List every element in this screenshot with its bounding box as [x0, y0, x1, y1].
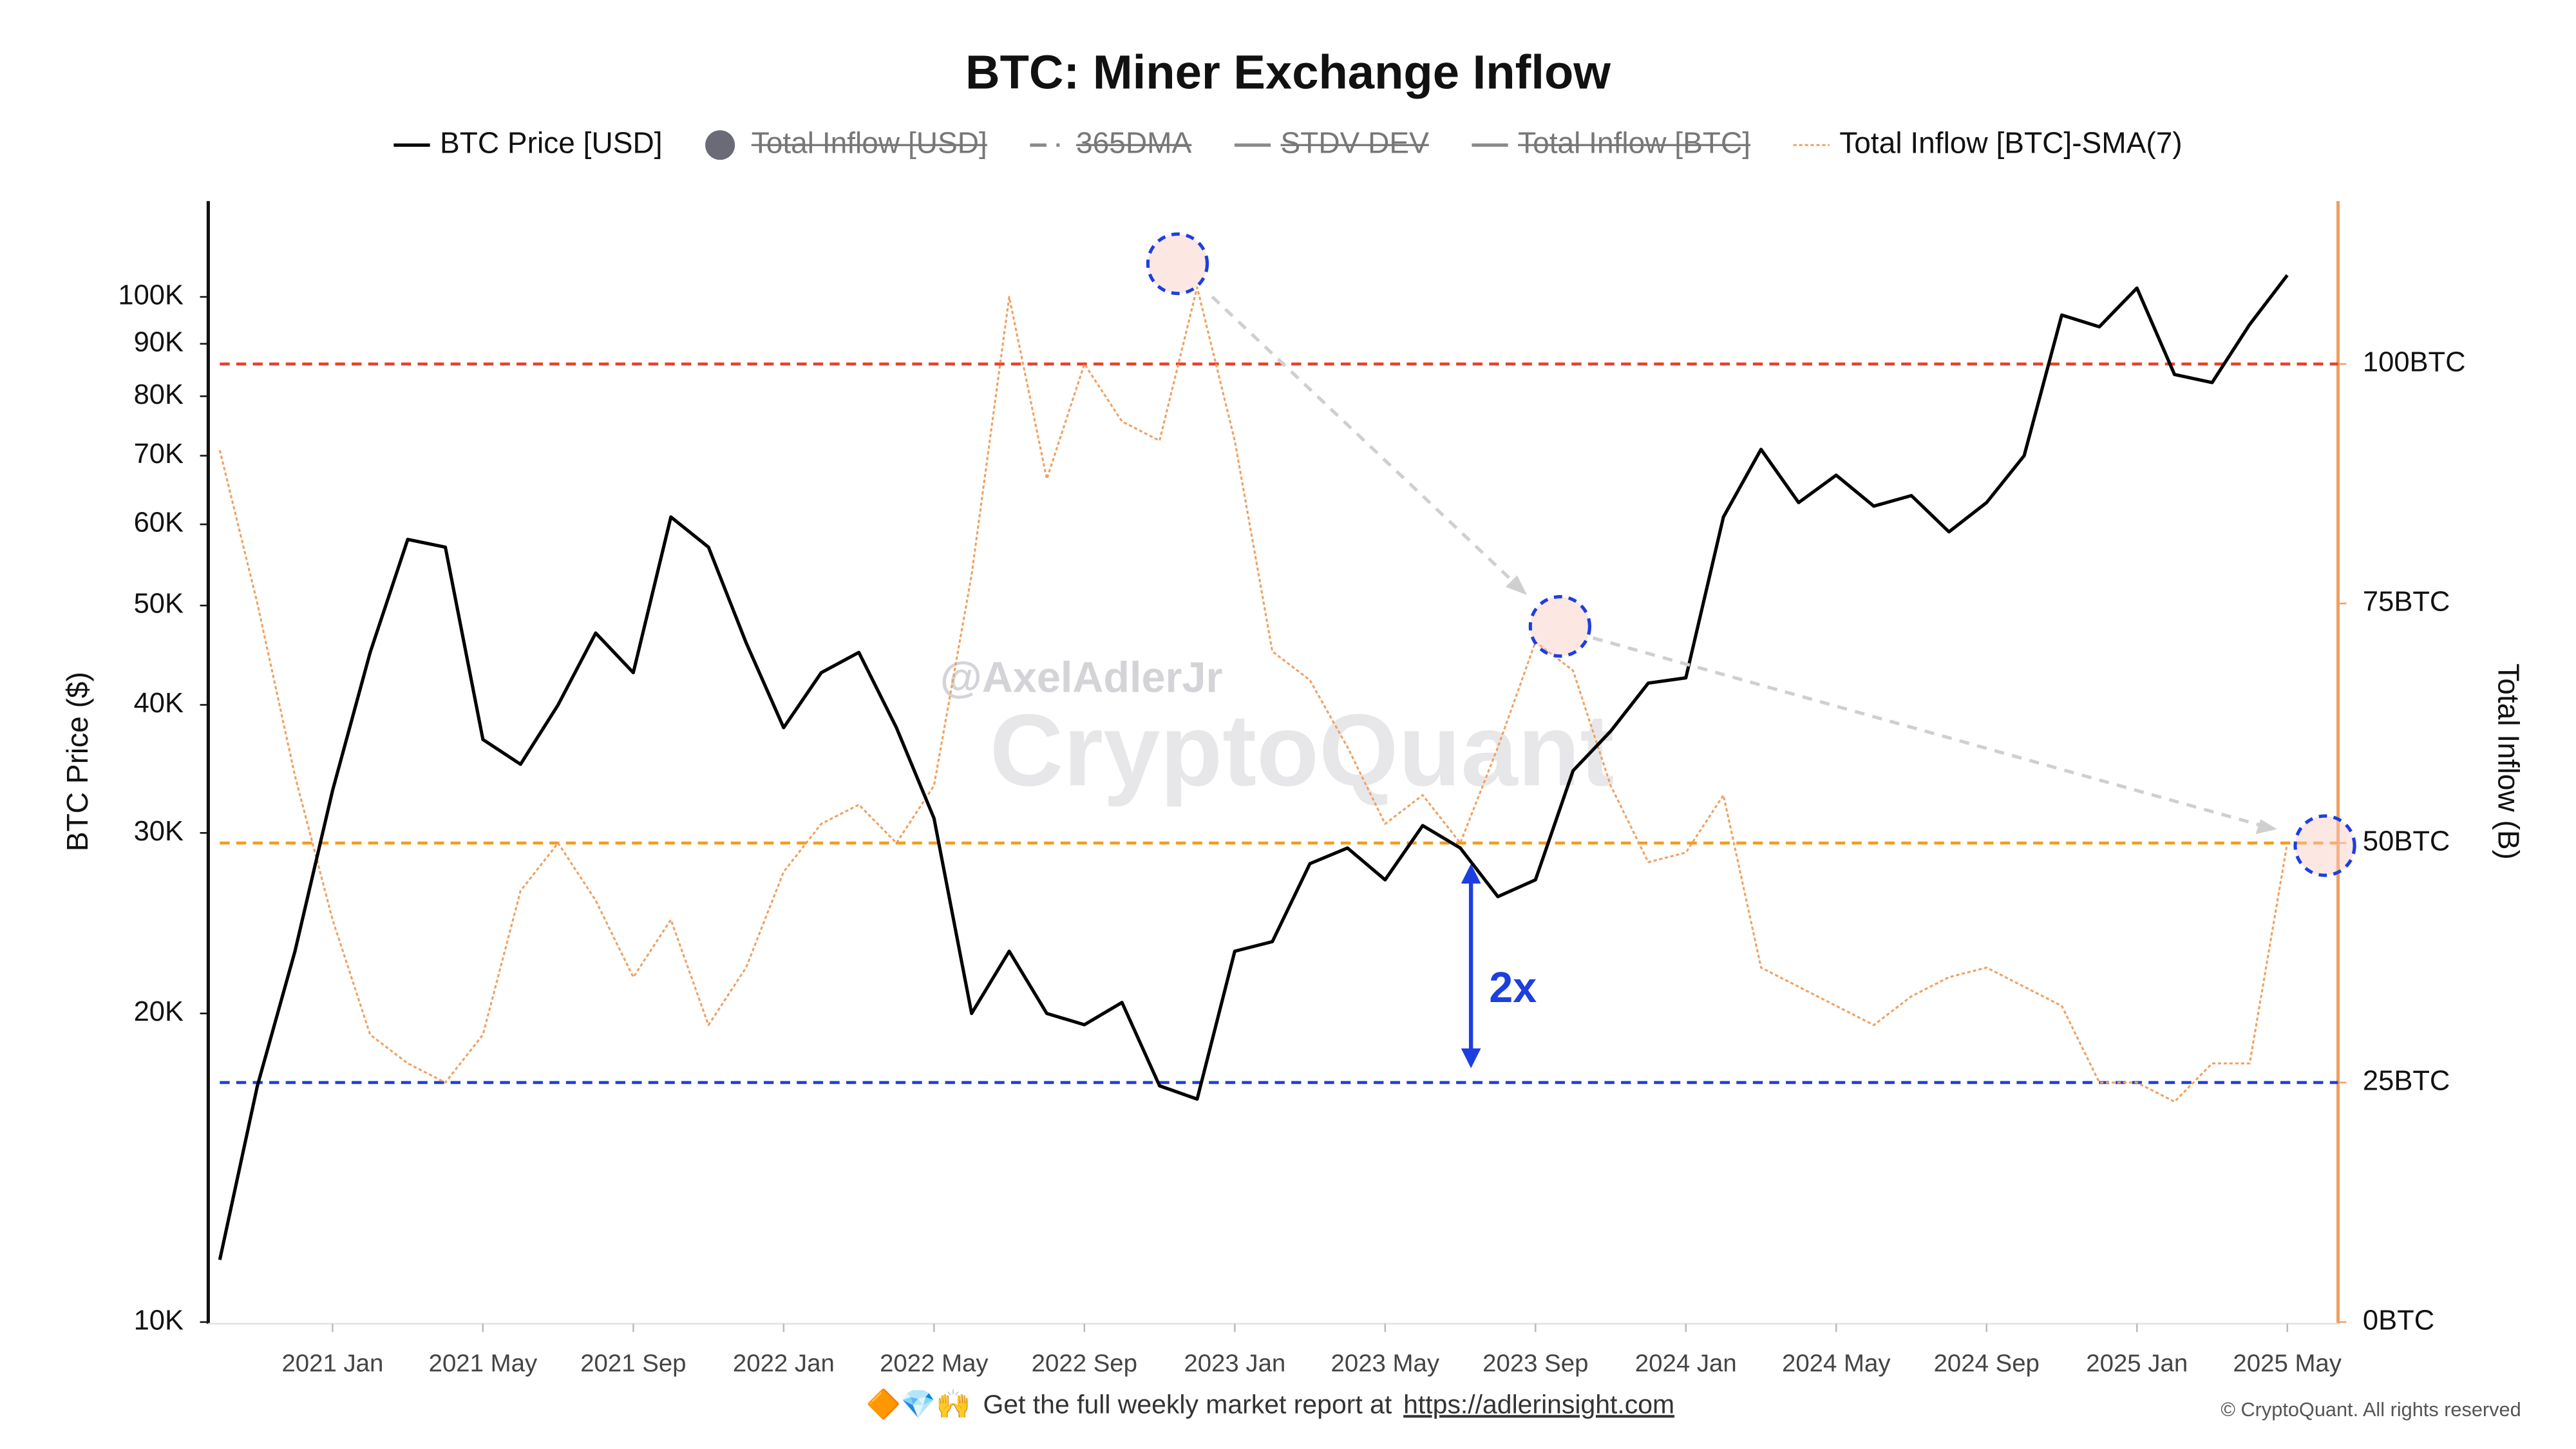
x-tick-label: 2025 Jan	[2086, 1350, 2188, 1378]
legend-label: Total Inflow [BTC]	[1518, 126, 1750, 159]
arrow-head	[1461, 864, 1481, 884]
watermark-brand: CryptoQuant	[990, 692, 1615, 807]
y2-tick-label: 0BTC	[2363, 1305, 2434, 1336]
watermark-author: @AxelAdlerJr	[940, 654, 1222, 702]
y-tick-label: 80K	[134, 379, 184, 410]
trend-arrow	[1211, 295, 1522, 590]
y2-axis-title: Total Inflow (B)	[2492, 663, 2525, 860]
legend-label: Total Inflow [USD]	[752, 126, 987, 159]
series-line	[218, 274, 2289, 1260]
x-tick-label: 2022 Sep	[1032, 1350, 1137, 1378]
y-axis-title: BTC Price ($)	[61, 672, 94, 851]
arrow-head	[1505, 575, 1528, 596]
y-tick-label: 90K	[134, 327, 184, 357]
legend-label: BTC Price [USD]	[440, 126, 663, 159]
x-tick-label: 2021 Jan	[281, 1350, 383, 1378]
x-tick-label: 2021 Sep	[580, 1350, 686, 1378]
y-tick-label: 20K	[134, 996, 184, 1027]
copyright: © CryptoQuant. All rights reserved	[2221, 1398, 2521, 1421]
arrow-head	[1461, 1048, 1481, 1068]
series-line	[218, 286, 2289, 1103]
x-tick-label: 2023 May	[1331, 1350, 1440, 1378]
y-tick-label: 50K	[134, 589, 184, 620]
x-tick-label: 2024 Sep	[1934, 1350, 2040, 1378]
legend-label: 365DMA	[1076, 126, 1191, 159]
x-tick-label: 2022 May	[880, 1350, 989, 1378]
legend-label: STDV DEV	[1280, 126, 1429, 159]
x-tick-label: 2023 Jan	[1184, 1350, 1285, 1378]
x-tick-label: 2024 May	[1782, 1350, 1891, 1378]
y-tick-label: 60K	[134, 507, 184, 538]
x-tick-label: 2025 May	[2233, 1350, 2342, 1378]
y-tick-label: 70K	[134, 439, 184, 469]
x-tick-label: 2023 Sep	[1482, 1350, 1588, 1378]
x-tick-label: 2024 Jan	[1635, 1350, 1737, 1378]
legend-symbol	[705, 130, 735, 160]
arrow-head	[2255, 819, 2277, 835]
highlight-circle	[1528, 595, 1591, 658]
legend-label: Total Inflow [BTC]-SMA(7)	[1839, 126, 2182, 159]
x-tick-label: 2021 May	[429, 1350, 538, 1378]
trend-arrow	[1592, 636, 2269, 829]
y2-tick-label: 25BTC	[2363, 1065, 2450, 1096]
annotation: 2x	[1489, 964, 1537, 1012]
y-tick-label: 40K	[134, 688, 184, 719]
y-tick-label: 100K	[118, 280, 184, 311]
y2-tick-label: 50BTC	[2363, 826, 2450, 857]
legend: BTC Price [USD] Total Inflow [USD] 365DMA S…	[393, 126, 2183, 160]
plot-layers: 10K 20K 30K 40K 50K 60K 70K 80K 90K 100K 0BTC 25BTC…	[118, 274, 2466, 1378]
highlight-circle	[2293, 814, 2356, 877]
y2-tick-label: 100BTC	[2363, 347, 2466, 378]
footer-icons: 🔶💎🙌	[866, 1388, 971, 1420]
y2-tick-label: 75BTC	[2363, 587, 2450, 618]
chart-title: BTC: Miner Exchange Inflow	[965, 45, 1611, 99]
highlight-circle	[1146, 232, 1209, 296]
y-tick-label: 10K	[134, 1305, 184, 1336]
x-tick-label: 2022 Jan	[733, 1350, 835, 1378]
footer-link[interactable]: https://adlerinsight.com	[1403, 1389, 1674, 1419]
y-tick-label: 30K	[134, 816, 184, 847]
footer-text: Get the full weekly market report at	[983, 1389, 1392, 1419]
